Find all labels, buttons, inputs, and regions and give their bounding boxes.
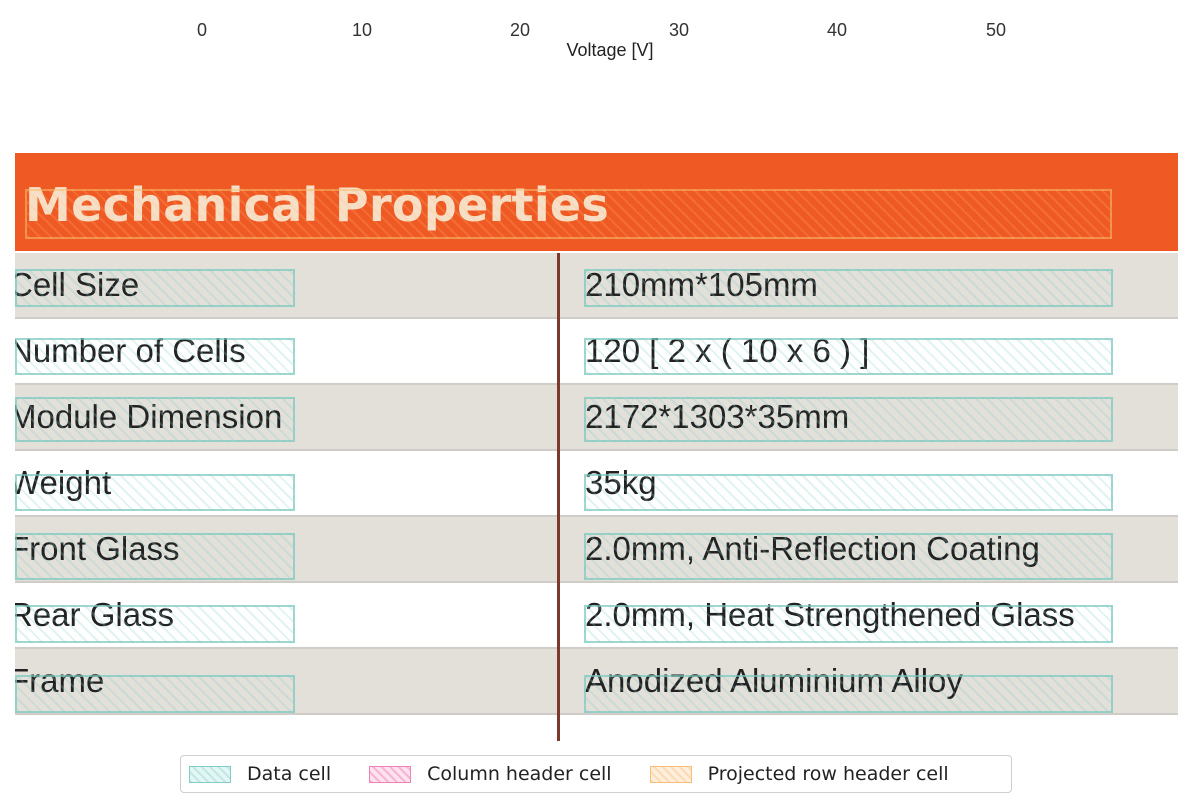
legend-label: Projected row header cell bbox=[707, 763, 949, 785]
legend: Data cell Column header cell Projected r… bbox=[180, 755, 1012, 793]
axis-title: Voltage [V] bbox=[566, 40, 654, 60]
property-value: 35kg bbox=[585, 451, 657, 515]
legend-item-column-header: Column header cell bbox=[369, 763, 612, 785]
property-label: Rear Glass bbox=[15, 583, 295, 647]
property-label: Module Dimension bbox=[15, 385, 295, 449]
property-label: Frame bbox=[15, 649, 295, 713]
voltage-axis: 0 10 20 30 40 50 Voltage [V] bbox=[0, 0, 1192, 70]
data-cell-overlay bbox=[15, 269, 295, 307]
table-row: Cell Size 210mm*105mm bbox=[15, 253, 1178, 319]
property-value: 2.0mm, Heat Strengthened Glass bbox=[585, 583, 1075, 647]
property-label: Weight bbox=[15, 451, 295, 515]
data-cell-overlay bbox=[15, 474, 295, 511]
axis-tick: 10 bbox=[351, 20, 373, 40]
data-cell-swatch bbox=[189, 765, 231, 783]
row-header-swatch bbox=[649, 765, 692, 783]
column-divider bbox=[557, 253, 560, 741]
legend-item-row-header: Projected row header cell bbox=[649, 763, 949, 785]
data-cell-overlay bbox=[15, 397, 295, 442]
column-header-swatch bbox=[369, 765, 412, 783]
axis-tick: 40 bbox=[826, 20, 848, 40]
data-cell-overlay bbox=[15, 675, 295, 713]
data-cell-overlay bbox=[15, 338, 295, 375]
data-cell-overlay bbox=[15, 605, 295, 643]
table-row: Frame Anodized Aluminium Alloy bbox=[15, 649, 1178, 715]
section-header-band bbox=[15, 153, 1178, 251]
data-cell-overlay bbox=[584, 533, 1113, 580]
property-value: 2.0mm, Anti-Reflection Coating bbox=[585, 517, 1040, 581]
data-cell-overlay bbox=[584, 474, 1113, 511]
projected-row-header-overlay bbox=[25, 189, 1112, 239]
data-cell-overlay bbox=[15, 533, 295, 580]
axis-tick: 0 bbox=[196, 20, 208, 40]
property-value: Anodized Aluminium Alloy bbox=[585, 649, 963, 713]
data-cell-overlay bbox=[584, 269, 1113, 307]
section-title: Mechanical Properties bbox=[25, 178, 609, 232]
property-value: 2172*1303*35mm bbox=[585, 385, 849, 449]
data-cell-overlay bbox=[584, 338, 1113, 375]
axis-tick: 50 bbox=[985, 20, 1007, 40]
axis-tick: 20 bbox=[509, 20, 531, 40]
table-row: Front Glass 2.0mm, Anti-Reflection Coati… bbox=[15, 517, 1178, 583]
axis-tick: 30 bbox=[668, 20, 690, 40]
property-label: Front Glass bbox=[15, 517, 295, 581]
legend-item-data-cell: Data cell bbox=[189, 763, 331, 785]
data-cell-overlay bbox=[584, 397, 1113, 442]
property-value: 210mm*105mm bbox=[585, 253, 818, 317]
data-cell-overlay bbox=[584, 675, 1113, 713]
table-row: Weight 35kg bbox=[15, 451, 1178, 517]
legend-label: Data cell bbox=[247, 763, 332, 785]
table-row: Rear Glass 2.0mm, Heat Strengthened Glas… bbox=[15, 583, 1178, 649]
legend-label: Column header cell bbox=[427, 763, 612, 785]
data-cell-overlay bbox=[584, 605, 1113, 643]
property-label: Cell Size bbox=[15, 253, 295, 317]
